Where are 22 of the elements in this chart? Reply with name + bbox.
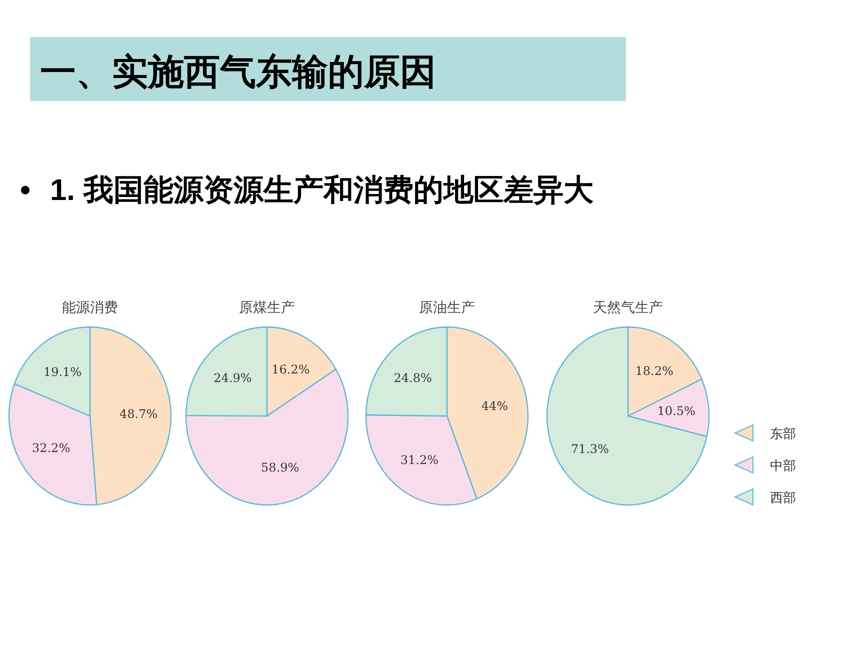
legend-label: 东部 <box>770 427 796 442</box>
data-label: 16.2% <box>272 362 310 376</box>
data-label: 58.9% <box>261 460 300 474</box>
data-label: 18.2% <box>635 364 674 378</box>
data-label: 48.7% <box>119 406 158 421</box>
chart-title: 原油生产 <box>419 300 475 316</box>
text: 1. 我国能源资源生产和消费的地区差异大 <box>50 174 594 207</box>
text: 一、实施西气东输的原因 <box>40 51 436 92</box>
data-label: 31.2% <box>400 452 438 467</box>
legend-label: 西部 <box>770 491 796 506</box>
chart-title: 能源消费 <box>62 300 118 316</box>
data-label: 19.1% <box>43 364 82 379</box>
data-label: 24.9% <box>214 371 252 386</box>
data-label: 32.2% <box>32 440 70 455</box>
data-label: 44% <box>481 398 508 413</box>
data-label: 24.8% <box>394 371 432 386</box>
chart-title: 天然气生产 <box>593 300 663 316</box>
data-label: 71.3% <box>570 442 609 456</box>
text: • <box>20 174 31 207</box>
legend-label: 中部 <box>770 459 796 474</box>
data-label: 10.5% <box>657 404 696 418</box>
chart-title: 原煤生产 <box>239 300 295 316</box>
